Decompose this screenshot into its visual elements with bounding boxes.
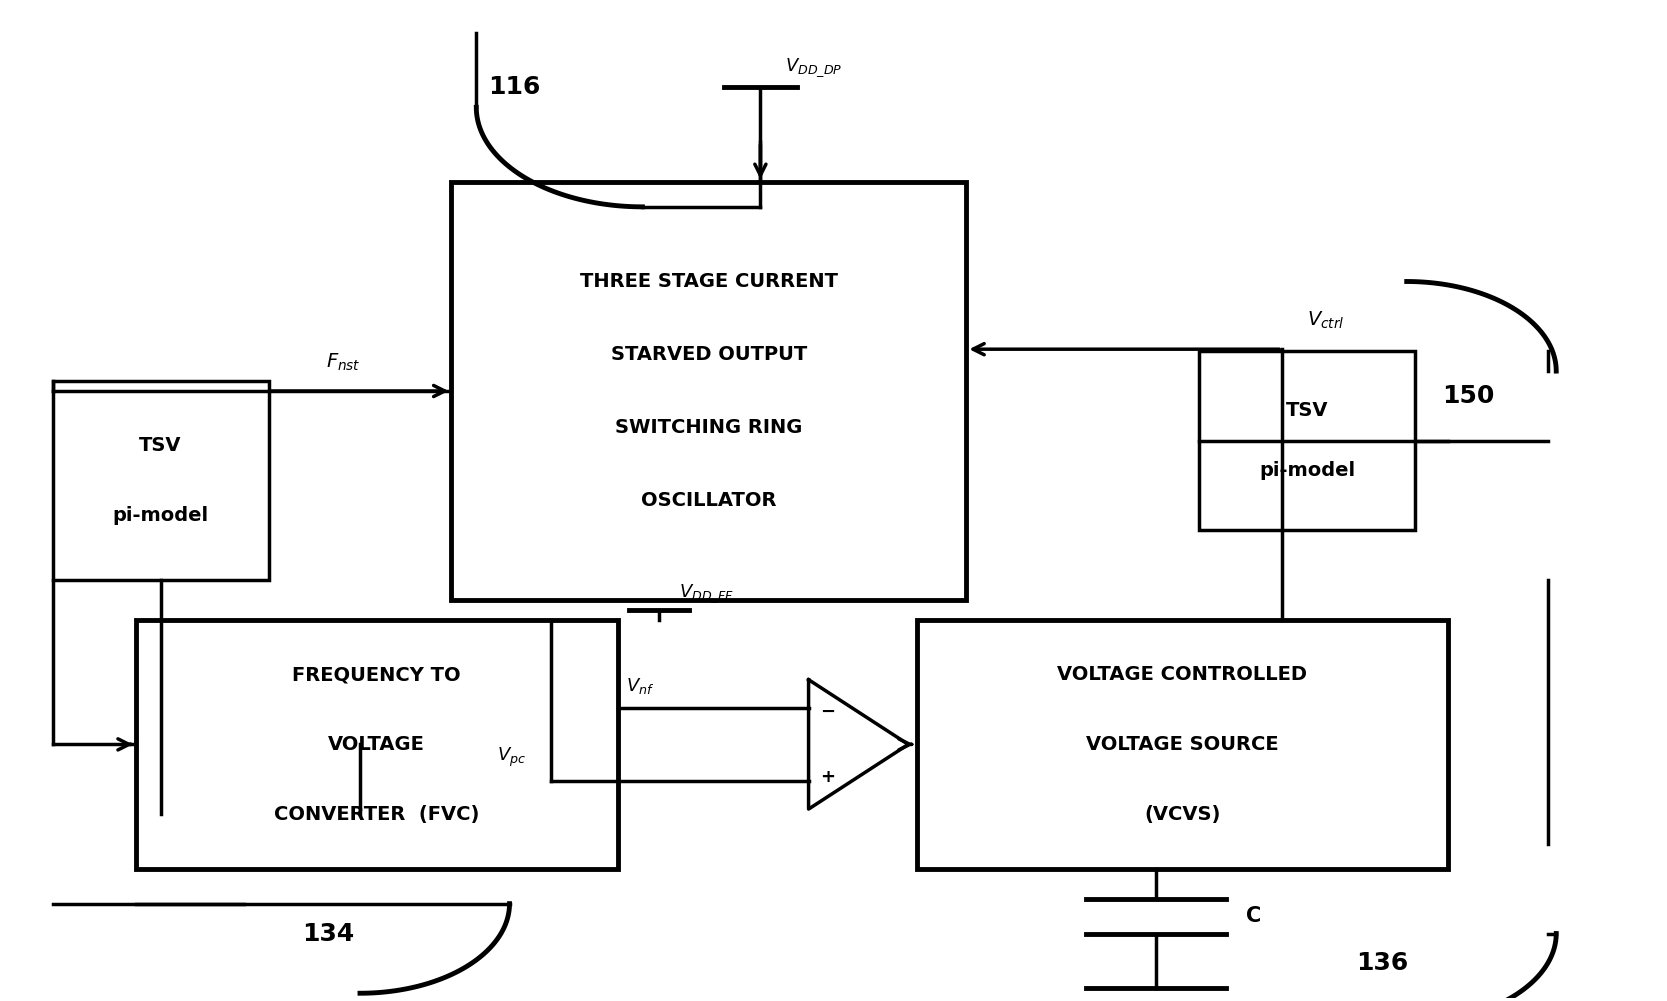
Text: pi-model: pi-model xyxy=(1259,461,1355,480)
Text: 134: 134 xyxy=(302,922,355,946)
Text: $V_{DD\_FF}$: $V_{DD\_FF}$ xyxy=(678,583,733,605)
Text: $V_{nf}$: $V_{nf}$ xyxy=(625,677,653,697)
Text: $V_{ctrl}$: $V_{ctrl}$ xyxy=(1307,310,1345,331)
Bar xyxy=(1199,351,1415,531)
Text: −: − xyxy=(820,703,835,721)
Text: 150: 150 xyxy=(1442,384,1494,408)
Bar xyxy=(135,620,617,869)
Text: C: C xyxy=(1245,906,1260,926)
Text: TSV: TSV xyxy=(1285,401,1329,420)
Text: TSV: TSV xyxy=(140,436,182,455)
Text: 136: 136 xyxy=(1355,951,1409,975)
Text: SWITCHING RING: SWITCHING RING xyxy=(615,417,802,436)
Text: 116: 116 xyxy=(488,75,540,99)
Text: $V_{pc}$: $V_{pc}$ xyxy=(497,746,527,769)
Bar xyxy=(917,620,1449,869)
Text: CONVERTER  (FVC): CONVERTER (FVC) xyxy=(273,805,480,824)
Text: FREQUENCY TO: FREQUENCY TO xyxy=(292,666,460,685)
Text: (VCVS): (VCVS) xyxy=(1144,805,1220,824)
Text: VOLTAGE: VOLTAGE xyxy=(328,735,425,754)
Bar xyxy=(53,381,268,581)
Text: OSCILLATOR: OSCILLATOR xyxy=(642,490,777,510)
Text: pi-model: pi-model xyxy=(113,506,208,525)
Text: $F_{nst}$: $F_{nst}$ xyxy=(327,351,360,373)
Text: VOLTAGE SOURCE: VOLTAGE SOURCE xyxy=(1087,735,1279,754)
Text: $V_{DD\_DP}$: $V_{DD\_DP}$ xyxy=(785,57,842,79)
Bar xyxy=(452,182,967,600)
Text: VOLTAGE CONTROLLED: VOLTAGE CONTROLLED xyxy=(1057,666,1307,685)
Text: THREE STAGE CURRENT: THREE STAGE CURRENT xyxy=(580,272,839,291)
Text: +: + xyxy=(820,768,835,786)
Text: STARVED OUTPUT: STARVED OUTPUT xyxy=(610,345,807,364)
